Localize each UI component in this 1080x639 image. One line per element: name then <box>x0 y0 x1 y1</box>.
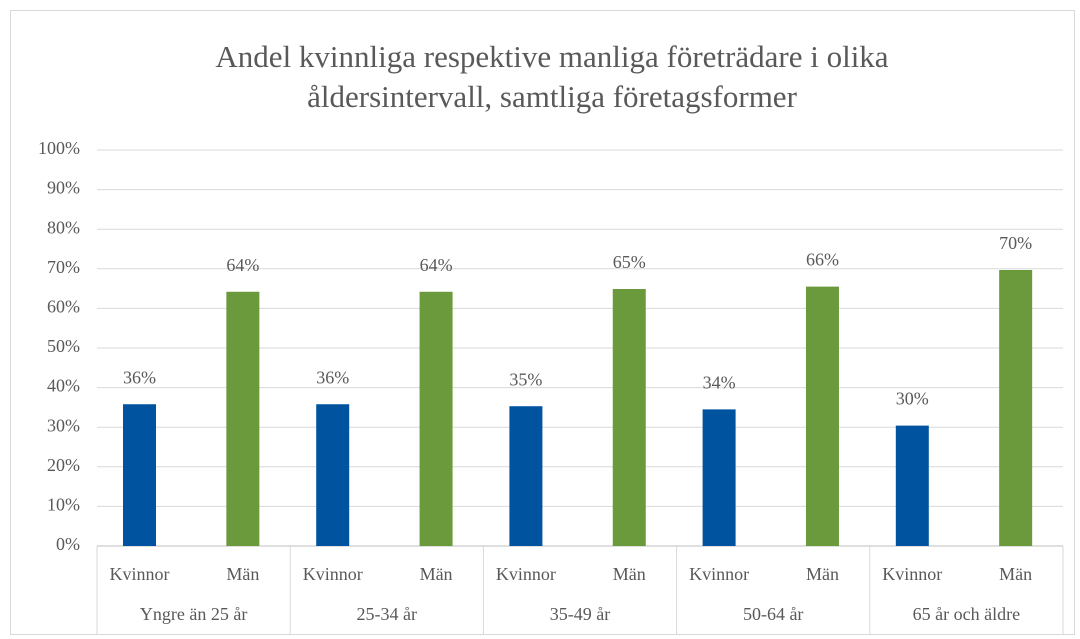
bar <box>419 291 453 546</box>
data-label: 30% <box>896 389 929 409</box>
y-tick-label: 100% <box>38 138 80 158</box>
x-tick-label: Män <box>999 564 1032 584</box>
bar <box>999 269 1033 546</box>
x-tick-label: Män <box>806 564 839 584</box>
x-tick-label: Kvinnor <box>110 564 170 584</box>
data-label: 35% <box>509 369 542 389</box>
chart-title: åldersintervall, samtliga företagsformer <box>307 79 797 114</box>
x-tick-label: Män <box>226 564 259 584</box>
bar <box>805 286 839 546</box>
group-label: 65 år och äldre <box>913 604 1020 624</box>
data-label: 36% <box>123 367 156 387</box>
bar <box>123 404 157 546</box>
y-tick-label: 70% <box>47 257 80 277</box>
data-label: 66% <box>806 250 839 270</box>
x-tick-label: Kvinnor <box>882 564 942 584</box>
chart-title: Andel kvinnliga respektive manliga föret… <box>215 39 888 74</box>
data-label: 65% <box>613 252 646 272</box>
y-tick-label: 10% <box>47 495 80 515</box>
group-label: 50-64 år <box>743 604 803 624</box>
group-label: 25-34 år <box>357 604 417 624</box>
bar <box>702 409 736 546</box>
x-tick-label: Kvinnor <box>689 564 749 584</box>
data-label: 34% <box>703 373 736 393</box>
data-label: 64% <box>226 255 259 275</box>
bar <box>612 288 646 546</box>
x-tick-label: Män <box>420 564 453 584</box>
y-tick-label: 80% <box>47 217 80 237</box>
x-tick-label: Kvinnor <box>496 564 556 584</box>
bar <box>509 406 543 546</box>
bar <box>226 291 260 546</box>
y-tick-label: 0% <box>56 534 80 554</box>
data-label: 64% <box>420 255 453 275</box>
y-tick-label: 40% <box>47 376 80 396</box>
y-tick-label: 90% <box>47 178 80 198</box>
data-label: 36% <box>316 367 349 387</box>
x-tick-label: Män <box>613 564 646 584</box>
group-label: Yngre än 25 år <box>140 604 247 624</box>
bar <box>895 425 929 546</box>
y-tick-label: 30% <box>47 415 80 435</box>
y-tick-label: 60% <box>47 297 80 317</box>
group-label: 35-49 år <box>550 604 610 624</box>
x-tick-label: Kvinnor <box>303 564 363 584</box>
y-tick-label: 20% <box>47 455 80 475</box>
bar <box>316 404 350 546</box>
data-label: 70% <box>999 233 1032 253</box>
y-tick-label: 50% <box>47 336 80 356</box>
